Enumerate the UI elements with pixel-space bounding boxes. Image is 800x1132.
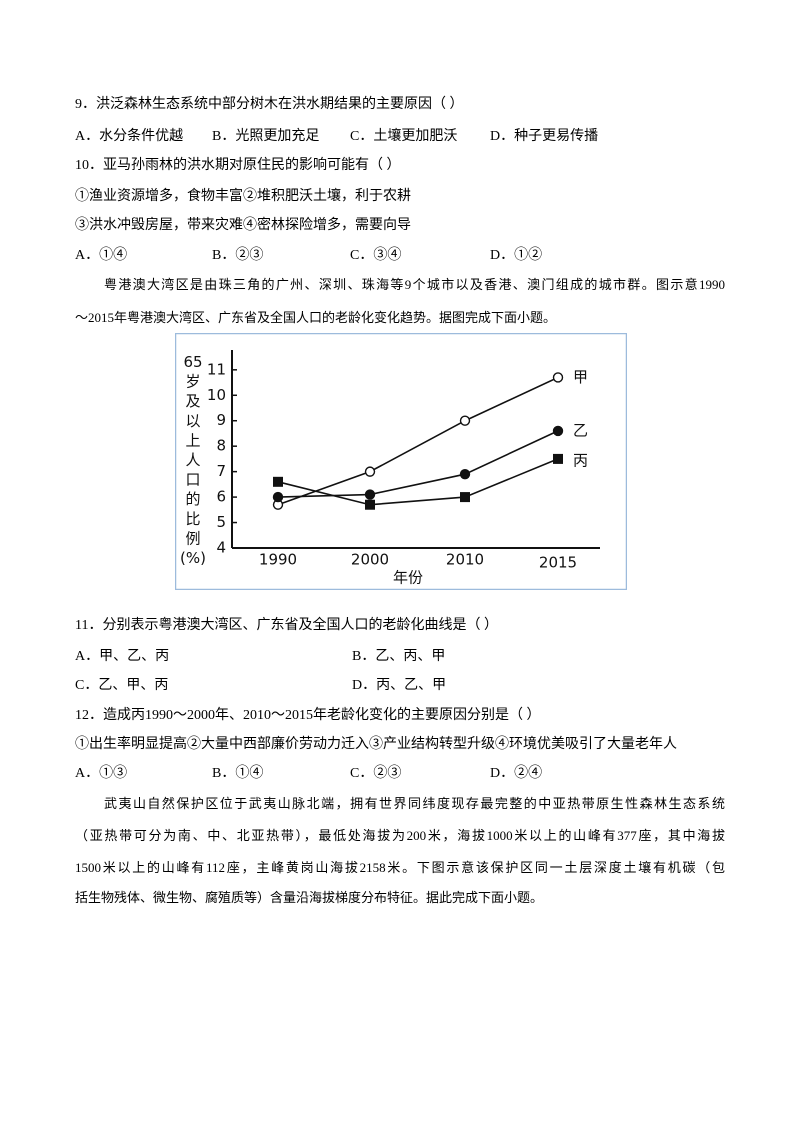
marker bbox=[553, 453, 563, 464]
marker bbox=[552, 425, 564, 437]
x-tick-label: 1990 bbox=[259, 551, 297, 569]
y-tick-label: 4 bbox=[216, 539, 226, 557]
passage-line: 武夷山自然保护区位于武夷山脉北端，拥有世界同纬度现存最完整的中亚热带原生性森林生… bbox=[104, 796, 725, 811]
y-tick-label: 6 bbox=[216, 488, 226, 506]
option: B．乙、丙、甲 bbox=[352, 649, 446, 664]
marker bbox=[460, 492, 470, 503]
y-tick-label: 7 bbox=[216, 462, 226, 480]
passage-line: 括生物残体、微生物、腐殖质等）含量沿海拔梯度分布特征。据此完成下面小题。 bbox=[75, 890, 544, 905]
marker bbox=[364, 466, 376, 477]
passage-line: 1500米以上的山峰有112座，主峰黄岗山海拔2158米。下图示意该保护区同一土… bbox=[75, 860, 725, 875]
series-label: 丙 bbox=[573, 451, 588, 469]
option: B．光照更加充足 bbox=[212, 129, 320, 144]
series-line bbox=[277, 376, 559, 506]
marker bbox=[273, 476, 283, 487]
option: A．①④ bbox=[75, 248, 128, 263]
y-tick-label: 8 bbox=[216, 437, 226, 455]
x-tick-label: 2000 bbox=[351, 551, 389, 569]
marker bbox=[365, 499, 375, 510]
option: C．土壤更加肥沃 bbox=[350, 129, 458, 144]
series-line bbox=[277, 430, 559, 498]
option: C．③④ bbox=[350, 248, 402, 263]
marker bbox=[552, 372, 564, 383]
passage-line: （亚热带可分为南、中、北亚热带），最低处海拔为200米，海拔1000米以上的山峰… bbox=[75, 828, 725, 843]
y-tick-label: 5 bbox=[216, 513, 226, 531]
question-stem: 12．造成丙1990～2000年、2010～2015年老龄化变化的主要原因分别是… bbox=[75, 708, 541, 723]
question-stem: 10．亚马孙雨林的洪水期对原住民的影响可能有（ ） bbox=[75, 158, 401, 173]
option: C．②③ bbox=[350, 766, 402, 781]
passage-line: 粤港澳大湾区是由珠三角的广州、深圳、珠海等9个城市以及香港、澳门组成的城市群。图… bbox=[104, 277, 725, 292]
statement: ①出生率明显提高②大量中西部廉价劳动力迁入③产业结构转型升级④环境优美吸引了大量… bbox=[75, 737, 677, 752]
marker bbox=[459, 415, 471, 426]
option: A．①③ bbox=[75, 766, 128, 781]
passage-line: ～2015年粤港澳大湾区、广东省及全国人口的老龄化变化趋势。据图完成下面小题。 bbox=[75, 310, 557, 325]
marker bbox=[272, 491, 284, 503]
option: D．①② bbox=[490, 248, 543, 263]
series-label: 甲 bbox=[573, 368, 588, 386]
option: A．甲、乙、丙 bbox=[75, 649, 170, 664]
option: A．水分条件优越 bbox=[75, 129, 184, 144]
x-tick-label: 2015 bbox=[539, 554, 577, 572]
option: D．②④ bbox=[490, 766, 543, 781]
x-tick-label: 2010 bbox=[446, 551, 484, 569]
option: C．乙、甲、丙 bbox=[75, 678, 169, 693]
option: B．②③ bbox=[212, 248, 264, 263]
series-line bbox=[277, 458, 559, 506]
series-label: 乙 bbox=[573, 421, 588, 439]
question-stem: 9．洪泛森林生态系统中部分树木在洪水期结果的主要原因（ ） bbox=[75, 97, 464, 112]
statement: ①渔业资源增多，食物丰富②堆积肥沃土壤，利于农耕 bbox=[75, 189, 411, 204]
option: D．丙、乙、甲 bbox=[352, 678, 447, 693]
option: D．种子更易传播 bbox=[490, 129, 599, 144]
y-axis-label: 65 岁及以上人口的比例(%) bbox=[180, 353, 206, 567]
x-axis-label: 年份 bbox=[393, 569, 423, 587]
statement: ③洪水冲毁房屋，带来灾难④密林探险增多，需要向导 bbox=[75, 218, 411, 233]
y-tick-label: 9 bbox=[216, 411, 226, 429]
question-stem: 11．分别表示粤港澳大湾区、广东省及全国人口的老龄化曲线是（ ） bbox=[75, 618, 498, 633]
y-tick-label: 10 bbox=[207, 386, 226, 404]
marker bbox=[459, 468, 471, 480]
figure: 65 岁及以上人口的比例(%) 年份 4 5 6 7 8 9 10 11 1990 2000 2010… bbox=[175, 333, 627, 590]
option: B．①④ bbox=[212, 766, 264, 781]
marker bbox=[364, 489, 376, 500]
y-tick-label: 11 bbox=[207, 360, 226, 378]
